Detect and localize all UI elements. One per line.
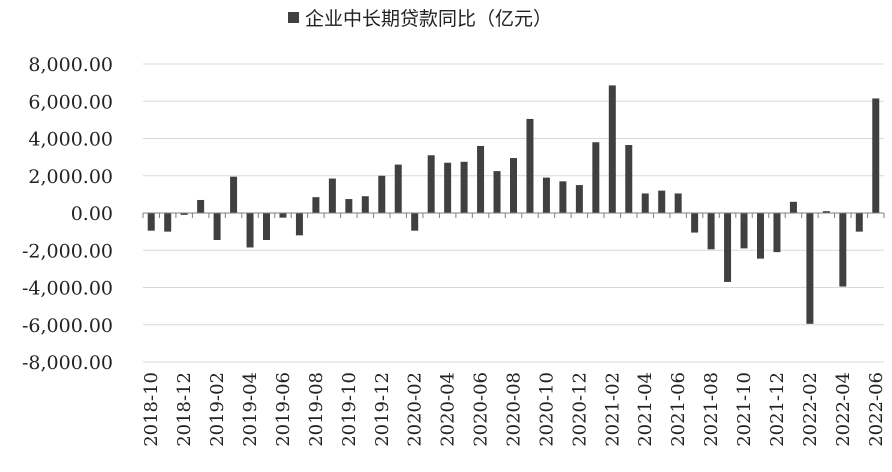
bar bbox=[740, 213, 748, 249]
bar bbox=[394, 164, 402, 213]
x-tick-label: 2021-02 bbox=[602, 372, 623, 447]
x-tick-label: 2022-04 bbox=[833, 372, 854, 447]
bar bbox=[246, 213, 254, 248]
x-axis bbox=[142, 212, 885, 218]
x-tick-label: 2019-06 bbox=[273, 372, 294, 447]
bar bbox=[707, 213, 715, 250]
x-tick-label: 2019-10 bbox=[339, 372, 360, 447]
x-tick-label: 2021-10 bbox=[734, 372, 755, 447]
y-tick-label: -4,000.00 bbox=[22, 278, 113, 300]
bar bbox=[493, 171, 501, 213]
bar bbox=[279, 213, 287, 218]
bar bbox=[312, 197, 320, 213]
legend: 企业中长期贷款同比（亿元） bbox=[288, 4, 552, 30]
bar bbox=[773, 213, 781, 253]
bars bbox=[147, 85, 880, 324]
bar bbox=[213, 213, 221, 241]
bar bbox=[263, 213, 270, 241]
gridlines bbox=[143, 63, 884, 363]
legend-label: 企业中长期贷款同比（亿元） bbox=[305, 7, 553, 30]
x-tick-label: 2019-12 bbox=[372, 372, 393, 447]
bar bbox=[164, 213, 172, 232]
bar bbox=[460, 161, 468, 213]
x-tick-label: 2022-02 bbox=[800, 372, 821, 447]
bar bbox=[147, 213, 155, 231]
x-tick-label: 2020-04 bbox=[438, 372, 459, 447]
x-tick-label: 2021-08 bbox=[701, 372, 722, 447]
bar bbox=[542, 177, 550, 213]
bar bbox=[411, 213, 419, 231]
bar bbox=[510, 158, 517, 213]
bar bbox=[691, 213, 699, 233]
bar bbox=[641, 193, 649, 213]
y-tick-label: 0.00 bbox=[71, 203, 113, 225]
x-tick-label: 2021-04 bbox=[635, 372, 656, 447]
bar bbox=[806, 213, 814, 324]
bar bbox=[444, 162, 452, 213]
bar bbox=[608, 85, 616, 213]
bar bbox=[674, 193, 682, 213]
x-axis-tick-labels: 2018-10 2018-12 2019-02 2019-04 2019-06 2019-… bbox=[141, 372, 887, 447]
bar bbox=[295, 213, 303, 236]
x-tick-label: 2020-10 bbox=[536, 372, 557, 447]
bar bbox=[345, 199, 353, 213]
x-tick-label: 2019-08 bbox=[306, 372, 327, 447]
bar bbox=[427, 155, 435, 213]
x-tick-label: 2019-04 bbox=[240, 372, 261, 447]
y-tick-label: 6,000.00 bbox=[28, 91, 113, 113]
y-axis-tick-labels: 8,000.00 6,000.00 4,000.00 2,000.00 0.00 -2,0… bbox=[22, 54, 113, 374]
x-tick-label: 2018-10 bbox=[141, 372, 162, 447]
x-tick-label: 2021-06 bbox=[668, 372, 689, 447]
bar bbox=[230, 176, 238, 213]
x-tick-label: 2020-06 bbox=[471, 372, 492, 447]
bar bbox=[822, 211, 830, 213]
bar bbox=[180, 213, 188, 215]
bar bbox=[559, 181, 567, 213]
bar bbox=[658, 190, 666, 213]
bar bbox=[477, 145, 485, 213]
x-tick-label: 2020-12 bbox=[569, 372, 590, 447]
bar bbox=[855, 213, 863, 232]
y-tick-label: -2,000.00 bbox=[22, 240, 113, 262]
y-tick-label: -8,000.00 bbox=[22, 352, 113, 374]
bar bbox=[839, 213, 847, 287]
x-tick-label: 2020-02 bbox=[405, 372, 426, 447]
bar bbox=[328, 178, 336, 213]
bar bbox=[789, 201, 797, 213]
legend-swatch bbox=[288, 11, 299, 23]
y-tick-label: 8,000.00 bbox=[28, 54, 113, 76]
x-tick-label: 2022-06 bbox=[866, 372, 887, 447]
x-tick-label: 2018-12 bbox=[174, 372, 195, 447]
y-tick-label: 2,000.00 bbox=[28, 166, 113, 188]
bar bbox=[575, 185, 583, 213]
bar bbox=[625, 145, 633, 213]
bar bbox=[197, 199, 205, 213]
bar bbox=[592, 142, 600, 213]
x-tick-label: 2021-12 bbox=[767, 372, 788, 447]
x-tick-label: 2019-02 bbox=[207, 372, 228, 447]
x-tick-label: 2020-08 bbox=[504, 372, 525, 447]
y-tick-label: -6,000.00 bbox=[22, 315, 113, 337]
bar bbox=[361, 196, 369, 213]
bar bbox=[378, 175, 386, 213]
bar bbox=[872, 98, 880, 213]
bar bbox=[526, 118, 534, 213]
bar bbox=[757, 213, 764, 259]
bar bbox=[724, 213, 732, 282]
y-tick-label: 4,000.00 bbox=[28, 129, 113, 151]
